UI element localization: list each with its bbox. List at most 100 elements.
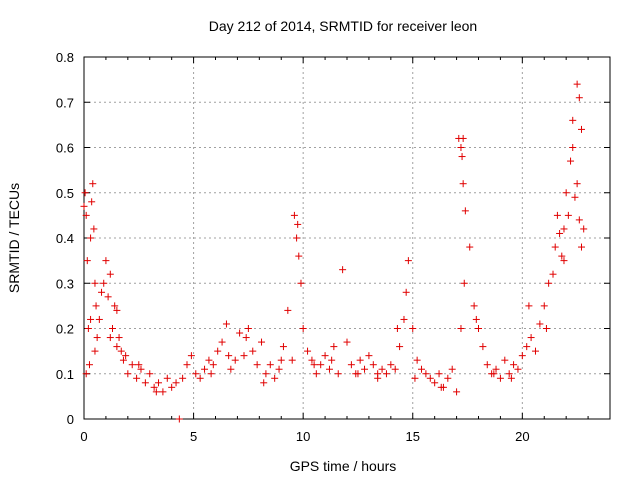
data-point xyxy=(137,365,145,373)
data-point xyxy=(411,374,419,382)
data-point xyxy=(82,211,90,219)
data-point xyxy=(87,234,95,242)
data-point xyxy=(553,211,561,219)
data-point xyxy=(361,365,369,373)
data-point xyxy=(458,153,466,161)
data-point xyxy=(501,356,509,364)
data-point xyxy=(418,365,426,373)
data-point xyxy=(84,325,92,332)
data-point xyxy=(271,374,279,382)
data-point xyxy=(284,306,292,314)
data-point xyxy=(172,379,180,387)
data-point xyxy=(507,374,515,382)
data-point xyxy=(400,315,408,323)
data-point xyxy=(152,388,160,396)
data-point xyxy=(573,180,581,188)
data-point xyxy=(244,325,252,332)
data-point xyxy=(207,370,215,378)
data-point xyxy=(378,365,386,373)
data-point xyxy=(391,365,399,373)
data-point xyxy=(492,365,500,373)
data-point xyxy=(293,234,301,242)
data-point xyxy=(80,202,88,210)
data-point xyxy=(82,370,90,378)
data-point xyxy=(113,306,121,314)
data-point xyxy=(236,329,244,337)
data-point xyxy=(218,338,226,346)
data-point xyxy=(365,352,373,360)
data-point xyxy=(88,198,96,206)
data-point xyxy=(325,365,333,373)
data-point xyxy=(562,189,570,197)
data-point xyxy=(505,370,513,378)
data-point xyxy=(444,374,452,382)
x-tick-label: 10 xyxy=(296,429,310,444)
data-point xyxy=(266,361,274,369)
data-point xyxy=(297,279,305,287)
chart-title: Day 212 of 2014, SRMTID for receiver leo… xyxy=(209,18,477,34)
data-point xyxy=(304,347,312,355)
data-point xyxy=(227,365,235,373)
data-point xyxy=(115,334,123,342)
data-point xyxy=(374,370,382,378)
data-point xyxy=(111,302,119,310)
data-point xyxy=(475,325,482,332)
data-point xyxy=(448,365,456,373)
data-point xyxy=(242,334,250,342)
y-tick-label: 0.7 xyxy=(56,95,74,110)
data-point xyxy=(275,365,283,373)
data-point xyxy=(569,144,577,151)
data-point xyxy=(560,257,568,265)
data-point xyxy=(575,216,583,224)
data-point xyxy=(531,347,539,355)
data-point xyxy=(578,125,586,133)
y-tick-label: 0 xyxy=(67,412,74,427)
data-point xyxy=(339,266,347,274)
data-point xyxy=(183,361,191,369)
data-point xyxy=(435,370,443,378)
data-point xyxy=(460,279,468,287)
data-point xyxy=(457,325,465,332)
data-point xyxy=(560,225,568,233)
y-tick-label: 0.8 xyxy=(56,50,74,65)
y-tick-label: 0.5 xyxy=(56,186,74,201)
data-point xyxy=(575,94,583,102)
data-point xyxy=(168,383,176,391)
data-point xyxy=(387,361,395,369)
data-point xyxy=(310,361,318,369)
data-point xyxy=(578,243,586,251)
data-point xyxy=(567,157,575,165)
data-point xyxy=(288,356,296,364)
data-point xyxy=(483,361,491,369)
data-point xyxy=(133,374,141,382)
data-point xyxy=(422,370,430,378)
data-point xyxy=(106,270,114,278)
data-point xyxy=(545,279,553,287)
axis-ticks: 0 5 10 15 20 0 0.1 0.2 0.3 0.4 0.5 0.6 0.7 0.8 xyxy=(56,50,611,444)
data-point xyxy=(525,302,533,310)
data-point xyxy=(155,379,163,387)
data-point xyxy=(104,293,112,301)
data-point xyxy=(356,356,364,364)
data-point xyxy=(571,193,579,201)
data-point xyxy=(91,347,99,355)
data-point xyxy=(258,338,266,346)
data-point xyxy=(479,343,487,351)
data-point xyxy=(496,374,504,382)
data-point xyxy=(108,325,116,332)
data-point xyxy=(89,180,97,188)
data-point xyxy=(453,388,461,396)
data-point xyxy=(404,257,412,265)
y-tick-label: 0.4 xyxy=(56,231,74,246)
data-point xyxy=(573,80,581,88)
data-point xyxy=(249,347,257,355)
data-point xyxy=(128,361,136,369)
data-point xyxy=(382,370,390,378)
data-point xyxy=(95,315,103,323)
data-point xyxy=(192,370,200,378)
data-point xyxy=(551,243,559,251)
x-tick-label: 0 xyxy=(80,429,87,444)
data-point xyxy=(196,374,204,382)
x-tick-label: 5 xyxy=(190,429,197,444)
